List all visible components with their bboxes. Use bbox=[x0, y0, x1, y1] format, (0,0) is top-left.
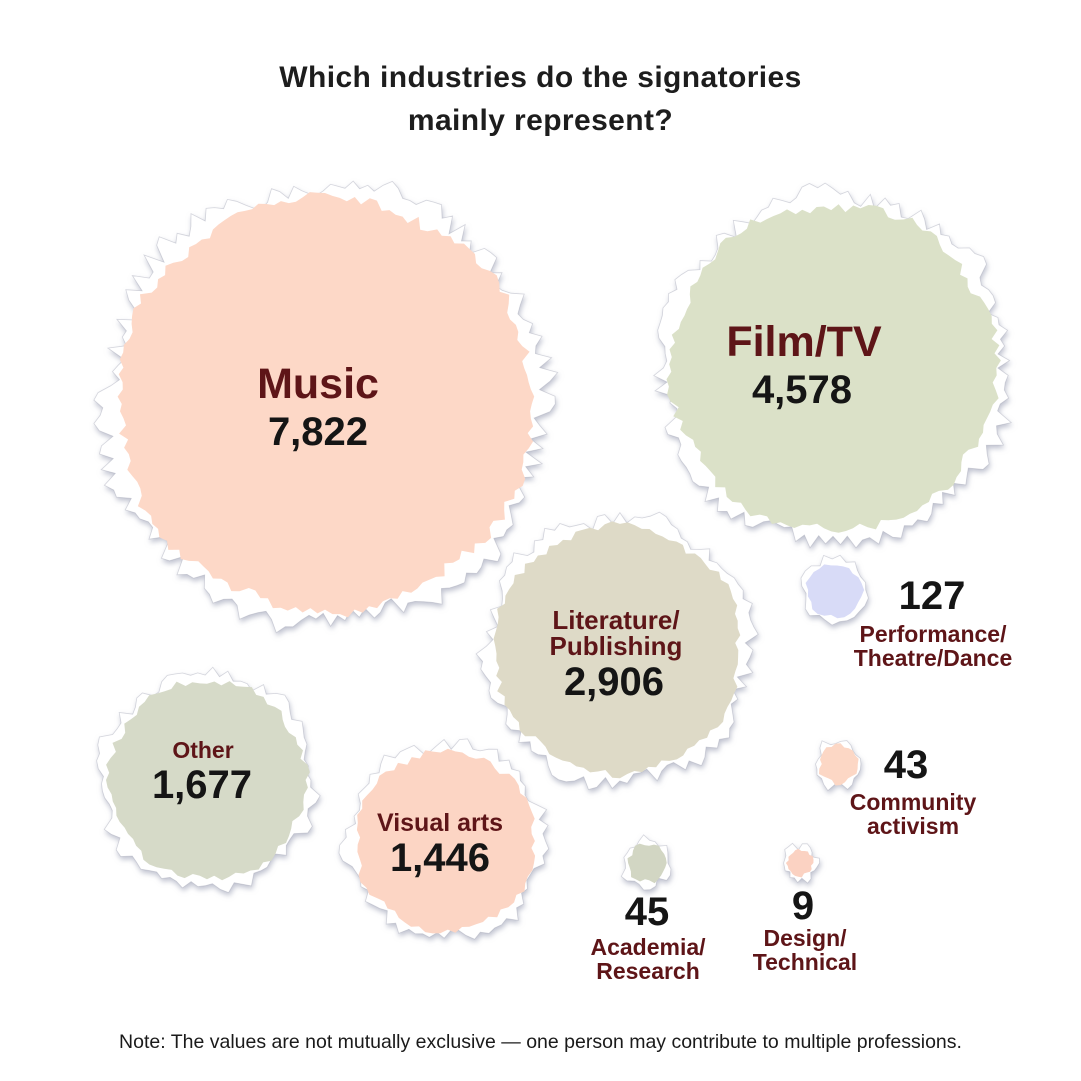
bubble-value-design-technical: 9 bbox=[792, 884, 814, 928]
bubble-label-performance-theatre-dance: Theatre/Dance bbox=[854, 645, 1013, 671]
bubble-value-performance-theatre-dance: 127 bbox=[899, 574, 966, 618]
bubble-film-tv: Film/TV4,578 bbox=[653, 182, 1013, 549]
bubble-circle-other bbox=[106, 681, 310, 881]
bubble-circle-design-technical bbox=[785, 848, 814, 878]
bubble-label-design-technical: Technical bbox=[753, 949, 857, 975]
bubble-circle-literature-publishing bbox=[493, 521, 741, 779]
bubble-label-literature-publishing: Publishing bbox=[550, 631, 683, 661]
bubble-label-visual-arts: Visual arts bbox=[377, 809, 503, 837]
bubble-label-performance-theatre-dance: Performance/ bbox=[859, 621, 1007, 647]
bubble-circle-performance-theatre-dance bbox=[805, 564, 865, 619]
bubble-circle-music bbox=[117, 192, 535, 618]
bubble-label-other: Other bbox=[172, 737, 233, 763]
bubble-value-academia-research: 45 bbox=[625, 890, 670, 934]
bubble-academia-research: Academia/Research 45 bbox=[590, 834, 706, 984]
bubble-label-community-activism: activism bbox=[867, 813, 959, 839]
bubble-label-literature-publishing: Literature/ bbox=[552, 605, 679, 635]
bubble-value-literature-publishing: 2,906 bbox=[564, 660, 664, 704]
bubble-value-other: 1,677 bbox=[152, 763, 252, 807]
bubble-circle-community-activism bbox=[819, 743, 859, 786]
bubble-label-music: Music bbox=[257, 360, 379, 408]
bubble-value-music: 7,822 bbox=[268, 410, 368, 454]
bubble-label-design-technical: Design/ bbox=[763, 925, 847, 951]
bubble-value-visual-arts: 1,446 bbox=[390, 836, 490, 880]
bubble-circle-academia-research bbox=[627, 843, 667, 884]
bubble-label-community-activism: Community bbox=[850, 789, 977, 815]
chart-title-line2: mainly represent? bbox=[407, 104, 674, 137]
bubble-circle-film-tv bbox=[666, 204, 1001, 533]
bubble-value-film-tv: 4,578 bbox=[752, 368, 852, 412]
bubble-label-academia-research: Academia/ bbox=[590, 934, 706, 960]
chart-title-line1: Which industries do the signatories bbox=[279, 61, 802, 94]
bubble-circle-visual-arts bbox=[356, 748, 536, 934]
bubble-label-academia-research: Research bbox=[596, 958, 700, 984]
bubble-value-community-activism: 43 bbox=[884, 743, 929, 787]
chart-title: Which industries do the signatories main… bbox=[0, 56, 1081, 142]
footnote: Note: The values are not mutually exclus… bbox=[119, 1031, 962, 1053]
bubble-design-technical: Design/Technical 9 bbox=[753, 842, 857, 975]
bubble-label-film-tv: Film/TV bbox=[726, 318, 882, 366]
bubble-performance-theatre-dance: Performance/Theatre/Dance 127 bbox=[800, 554, 1013, 671]
